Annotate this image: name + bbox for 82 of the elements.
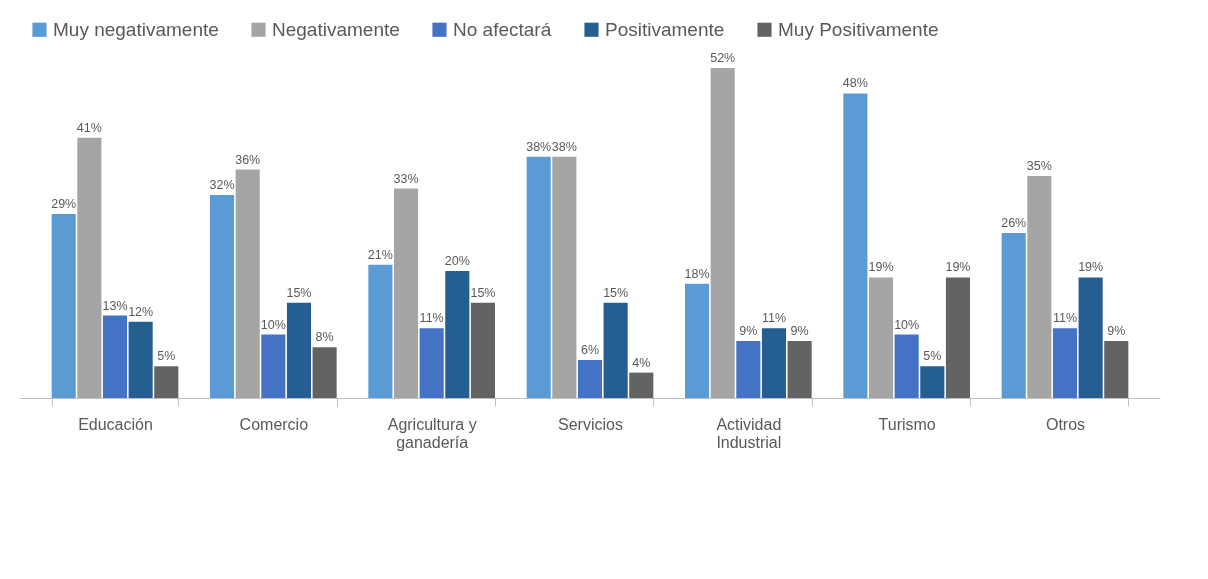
data-label: 26% (1001, 216, 1027, 230)
bar (920, 366, 945, 398)
data-label: 11% (419, 311, 444, 326)
bar (445, 271, 470, 398)
data-label: 13% (102, 298, 128, 313)
bar (419, 328, 444, 398)
bar (286, 302, 312, 398)
data-label: 10% (260, 317, 286, 332)
bar (685, 283, 710, 398)
legend-label: Positivamente (605, 18, 725, 40)
bar (629, 372, 654, 398)
data-label: 9% (790, 323, 809, 338)
legend-label: No afectará (453, 18, 552, 40)
bar (210, 194, 235, 398)
data-label: 36% (235, 152, 261, 167)
data-label: 18% (684, 266, 710, 281)
bar (261, 334, 286, 398)
data-label: 10% (894, 317, 920, 332)
data-label: 29% (51, 196, 77, 211)
x-tick-label: Comercio (239, 415, 309, 433)
data-label: 12% (128, 304, 154, 319)
data-label: 38% (551, 139, 577, 154)
bar (1078, 277, 1103, 398)
data-label: 41% (76, 120, 102, 135)
bar (1104, 340, 1129, 398)
x-tick-label: Turismo (878, 415, 936, 433)
bar (235, 169, 260, 398)
bar (868, 277, 894, 398)
bar (736, 340, 761, 398)
data-label: 5% (923, 349, 942, 364)
x-tick-label: Educación (78, 415, 153, 433)
data-label: 9% (739, 323, 758, 338)
data-label: 5% (157, 349, 176, 364)
data-label: 11% (761, 311, 787, 326)
legend-label: Muy Positivamente (778, 18, 939, 40)
data-label: 33% (393, 171, 419, 186)
x-tick-label: Actividad Industrial (716, 415, 782, 451)
bar (77, 137, 102, 398)
bar (154, 366, 179, 398)
data-label: 48% (842, 76, 868, 91)
data-label: 19% (945, 260, 971, 275)
bar (526, 156, 551, 398)
bar (945, 277, 970, 398)
legend-label: Muy negativamente (53, 18, 219, 40)
bar (577, 359, 603, 398)
data-label: 8% (315, 330, 334, 345)
data-label: 32% (209, 177, 235, 192)
bar (603, 302, 628, 398)
bar (710, 68, 735, 398)
x-tick-label: Servicios (558, 415, 623, 433)
bar (51, 213, 76, 398)
data-label: 35% (1026, 158, 1052, 173)
bar (470, 302, 495, 398)
data-label: 9% (1107, 323, 1126, 338)
bar (1027, 175, 1052, 398)
bar (312, 347, 337, 398)
data-label: 38% (526, 139, 552, 154)
bar (128, 321, 153, 398)
x-tick-label: Agricultura y ganadería (387, 415, 477, 451)
legend-label: Negativamente (272, 18, 400, 40)
data-label: 21% (367, 247, 393, 262)
bar (894, 334, 919, 398)
data-label: 52% (710, 51, 736, 65)
data-label: 4% (632, 355, 651, 370)
bar (368, 264, 393, 398)
bar (761, 328, 787, 398)
bar (102, 315, 128, 398)
x-tick-label: Otros (1045, 415, 1086, 433)
data-label: 19% (868, 260, 894, 275)
data-label: 20% (444, 254, 470, 269)
data-label: 11% (1052, 311, 1078, 326)
data-label: 15% (286, 285, 312, 300)
data-label: 15% (603, 285, 629, 300)
bar (1052, 328, 1078, 398)
bar (843, 93, 868, 398)
data-label: 6% (580, 342, 600, 357)
bar (787, 340, 812, 398)
data-label: 15% (470, 285, 496, 300)
bar (1001, 233, 1026, 398)
bar (552, 156, 577, 398)
data-label: 19% (1078, 260, 1104, 275)
bar (393, 188, 419, 398)
